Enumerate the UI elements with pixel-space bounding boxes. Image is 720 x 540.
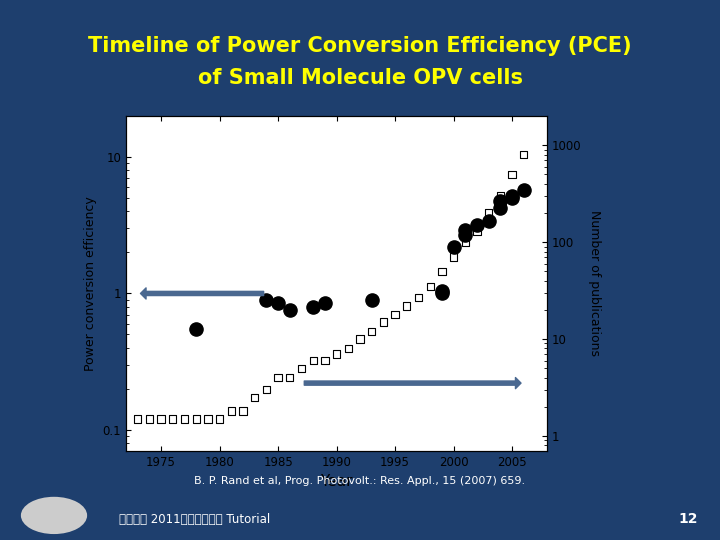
Point xyxy=(366,295,377,304)
Text: of Small Molecule OPV cells: of Small Molecule OPV cells xyxy=(197,68,523,89)
Circle shape xyxy=(21,497,87,534)
Point xyxy=(144,415,156,423)
Point xyxy=(319,356,330,365)
Point xyxy=(495,204,506,213)
Text: Timeline of Power Conversion Efficiency (PCE): Timeline of Power Conversion Efficiency … xyxy=(88,36,632,56)
Point xyxy=(448,253,459,261)
Point xyxy=(518,150,529,159)
Text: 12: 12 xyxy=(679,512,698,526)
Point xyxy=(413,293,424,301)
Point xyxy=(483,217,495,225)
Point xyxy=(225,407,237,415)
Point xyxy=(401,301,413,310)
Point xyxy=(483,208,495,217)
Point xyxy=(331,350,343,359)
Point xyxy=(191,415,202,423)
Point xyxy=(167,415,179,423)
Point xyxy=(436,286,448,295)
Point xyxy=(495,192,506,200)
Point xyxy=(366,327,377,336)
Point xyxy=(202,415,214,423)
Point xyxy=(238,407,249,415)
Point xyxy=(284,373,295,382)
Point xyxy=(378,318,390,326)
Point xyxy=(307,302,319,311)
Point xyxy=(191,325,202,333)
Point xyxy=(156,415,167,423)
Point xyxy=(518,186,529,195)
Point xyxy=(354,335,366,343)
Point xyxy=(436,267,448,275)
Point xyxy=(249,393,261,402)
Point xyxy=(214,415,225,423)
X-axis label: Year: Year xyxy=(320,474,353,489)
Point xyxy=(296,364,307,373)
Point xyxy=(179,415,190,423)
Point xyxy=(459,231,471,239)
Point xyxy=(495,196,506,205)
Point xyxy=(261,295,272,304)
Point xyxy=(506,192,518,200)
Point xyxy=(459,226,471,235)
Text: B. P. Rand et al, Prog. Photovolt.: Res. Appl., 15 (2007) 659.: B. P. Rand et al, Prog. Photovolt.: Res.… xyxy=(194,476,526,485)
Point xyxy=(471,220,482,229)
Y-axis label: Number of publications: Number of publications xyxy=(588,211,601,356)
Point xyxy=(319,299,330,307)
Point xyxy=(284,306,295,315)
Point xyxy=(390,310,401,319)
Point xyxy=(448,242,459,251)
Y-axis label: Power conversion efficiency: Power conversion efficiency xyxy=(84,196,97,371)
Point xyxy=(459,238,471,246)
Point xyxy=(272,373,284,382)
Point xyxy=(307,356,319,365)
Point xyxy=(343,344,354,353)
Point xyxy=(506,194,518,202)
Point xyxy=(436,289,448,298)
Point xyxy=(132,415,143,423)
Point xyxy=(506,170,518,179)
Point xyxy=(471,227,482,235)
Point xyxy=(261,386,272,394)
Text: 진공학회 2011하계학술대회 Tutorial: 진공학회 2011하계학술대회 Tutorial xyxy=(119,513,270,526)
Point xyxy=(425,282,436,291)
Point xyxy=(272,299,284,307)
